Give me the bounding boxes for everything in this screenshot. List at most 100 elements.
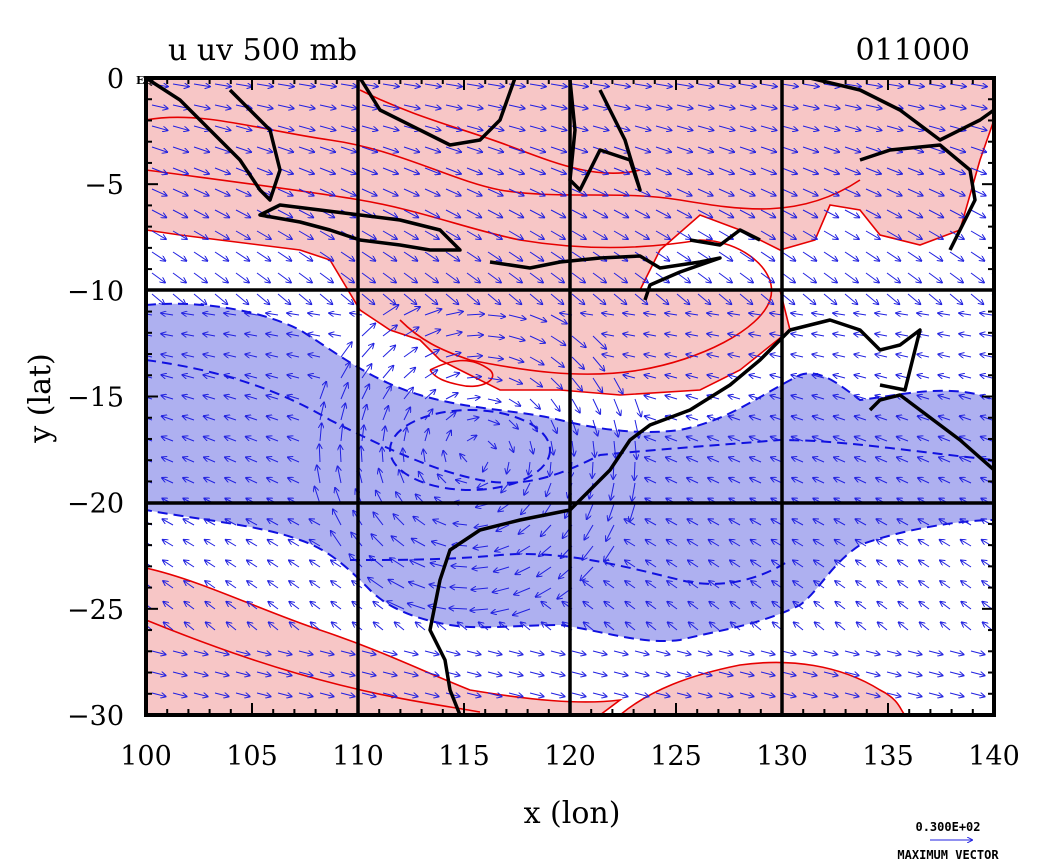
wind-vector	[665, 313, 678, 315]
wind-vector	[361, 324, 375, 337]
wind-vector	[729, 416, 741, 420]
wind-vector	[466, 251, 480, 261]
wind-vector	[493, 587, 510, 592]
wind-vector	[424, 693, 439, 697]
wind-vector	[151, 209, 166, 217]
wind-vector	[697, 167, 713, 174]
wind-vector	[593, 440, 595, 457]
wind-vector	[298, 105, 315, 109]
wind-vector	[708, 478, 720, 484]
wind-vector	[813, 478, 825, 484]
wind-vector	[319, 230, 334, 239]
wind-vector	[676, 105, 693, 109]
wind-vector	[247, 560, 258, 568]
wind-vector	[634, 230, 649, 239]
negative-contour-2	[349, 553, 791, 585]
wind-vector	[668, 622, 678, 631]
x-axis-label: x (lon)	[524, 796, 621, 831]
wind-vector	[319, 146, 335, 152]
wind-vector	[373, 602, 384, 610]
wind-vector	[854, 375, 867, 378]
wind-vector	[379, 469, 384, 484]
wind-vector	[277, 84, 294, 87]
wind-vector	[403, 105, 420, 109]
wind-vector	[193, 105, 210, 109]
wind-vector	[606, 524, 615, 541]
wind-vector	[960, 478, 972, 484]
wind-vector	[959, 334, 972, 336]
wind-vector	[466, 417, 479, 420]
wind-vector	[319, 125, 335, 130]
wind-vector	[267, 457, 279, 463]
wind-vector	[487, 315, 505, 317]
wind-vector	[655, 188, 671, 196]
wind-vector	[424, 309, 441, 316]
wind-vector	[875, 313, 888, 315]
wind-vector	[315, 487, 321, 505]
wind-vector	[361, 405, 367, 421]
wind-vector	[319, 382, 326, 400]
wind-vector	[267, 437, 279, 442]
wind-vector	[707, 334, 720, 336]
wind-vector	[949, 84, 966, 87]
wind-vector	[592, 293, 605, 304]
wind-vector	[508, 251, 522, 261]
wind-vector	[896, 375, 909, 378]
wind-vector	[450, 587, 468, 588]
wind-vector	[529, 84, 546, 87]
wind-vector	[445, 332, 462, 337]
wind-vector	[410, 560, 426, 568]
wind-vector	[760, 693, 775, 697]
wind-vector	[203, 375, 216, 378]
wind-vector	[164, 622, 174, 631]
wind-vector	[676, 84, 693, 87]
wind-vector	[382, 188, 398, 196]
wind-vector	[865, 672, 880, 676]
wind-vector	[592, 272, 606, 283]
wind-vector	[487, 378, 502, 380]
wind-vector	[193, 230, 208, 239]
wind-vector	[907, 125, 923, 130]
wind-vector	[361, 384, 369, 400]
wind-vector	[287, 375, 300, 378]
wind-vector	[290, 622, 300, 631]
wind-vector	[855, 437, 867, 442]
wind-vector	[645, 396, 657, 400]
wind-vector	[550, 209, 565, 217]
wind-vector	[466, 125, 482, 130]
wind-vector	[876, 416, 888, 420]
wind-vector	[623, 313, 636, 315]
wind-vector-field	[146, 84, 994, 715]
wind-vector	[277, 230, 292, 239]
wind-vector	[898, 540, 909, 547]
wind-vector	[475, 525, 489, 528]
wind-vector	[319, 105, 336, 109]
wind-vector	[424, 350, 439, 358]
wind-vector	[760, 188, 776, 196]
wind-vector	[193, 125, 209, 130]
wind-vector	[688, 560, 699, 568]
wind-vector	[508, 693, 523, 697]
wind-vector	[688, 581, 699, 589]
wind-vector	[854, 313, 867, 315]
wind-vector	[771, 457, 783, 463]
wind-vector	[438, 474, 447, 484]
wind-vector	[399, 470, 405, 484]
wind-vector	[876, 457, 888, 463]
wind-vector	[162, 396, 174, 400]
wind-vector	[424, 84, 441, 87]
wind-vector	[403, 693, 418, 697]
wind-vector	[728, 313, 741, 315]
wind-vector	[382, 406, 388, 421]
coast-borneo	[358, 78, 517, 147]
wind-vector	[331, 602, 342, 610]
wind-vector	[865, 272, 879, 283]
wind-vector	[750, 457, 762, 463]
wind-vector	[445, 209, 460, 217]
wind-vector	[298, 209, 313, 217]
wind-vector	[959, 313, 972, 315]
wind-vector	[403, 209, 418, 217]
wind-vector	[739, 125, 755, 130]
wind-vector	[550, 377, 562, 389]
wind-vector	[960, 457, 972, 463]
